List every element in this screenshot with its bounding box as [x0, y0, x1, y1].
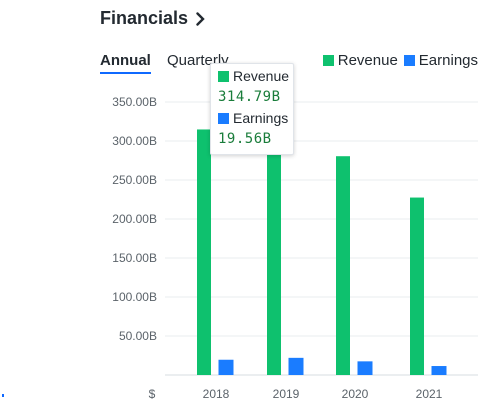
financials-header-link[interactable]: Financials: [100, 8, 205, 29]
bar-revenue-2018[interactable]: [197, 129, 211, 375]
edge-marker: [2, 394, 4, 397]
x-tick-label: 2021: [416, 387, 443, 401]
y-tick-label: 100.00B: [112, 290, 157, 304]
y-tick-label: 200.00B: [112, 212, 157, 226]
y-tick-label: 50.00B: [119, 329, 157, 343]
tooltip-earnings-swatch: [218, 112, 229, 124]
bar-earnings-2020[interactable]: [357, 361, 373, 375]
tooltip-revenue-label: Revenue: [233, 68, 290, 84]
legend-label-revenue: Revenue: [337, 52, 398, 69]
y-tick-label: 350.00B: [112, 95, 157, 109]
legend-label-earnings: Earnings: [418, 52, 478, 69]
bar-earnings-2018[interactable]: [218, 359, 234, 375]
y-tick-label: 300.00B: [112, 134, 157, 148]
bar-earnings-2019[interactable]: [288, 357, 304, 375]
y-tick-label: 250.00B: [112, 173, 157, 187]
bar-revenue-2020[interactable]: [336, 156, 350, 375]
section-title: Financials: [100, 8, 189, 28]
tooltip-earnings-label: Earnings: [233, 110, 289, 126]
bar-earnings-2021[interactable]: [431, 366, 447, 375]
legend-item-earnings[interactable]: Earnings: [403, 52, 478, 69]
chevron-right-icon: [196, 11, 205, 26]
revenue-swatch: [322, 55, 334, 66]
chart-legend: Revenue Earnings: [317, 52, 478, 69]
x-tick-label: 2019: [273, 387, 300, 401]
x-tick-label: 2020: [342, 387, 369, 401]
x-tick-label: 2018: [203, 387, 230, 401]
y-tick-label: $: [149, 387, 156, 401]
bar-revenue-2019[interactable]: [267, 141, 281, 375]
y-tick-label: 150.00B: [112, 251, 157, 265]
earnings-swatch: [403, 55, 415, 66]
tooltip-earnings-row: Earnings: [218, 110, 288, 126]
legend-item-revenue[interactable]: Revenue: [322, 52, 398, 69]
tooltip-revenue-row: Revenue: [218, 68, 289, 84]
bar-revenue-2021[interactable]: [410, 197, 424, 375]
tooltip-earnings-value: 19.56B: [218, 131, 272, 147]
tooltip-revenue-swatch: [218, 70, 229, 82]
chart-tooltip: Revenue 314.79B Earnings 19.56B: [210, 63, 294, 155]
tooltip-revenue-value: 314.79B: [218, 89, 281, 105]
tab-annual[interactable]: Annual: [100, 52, 151, 74]
